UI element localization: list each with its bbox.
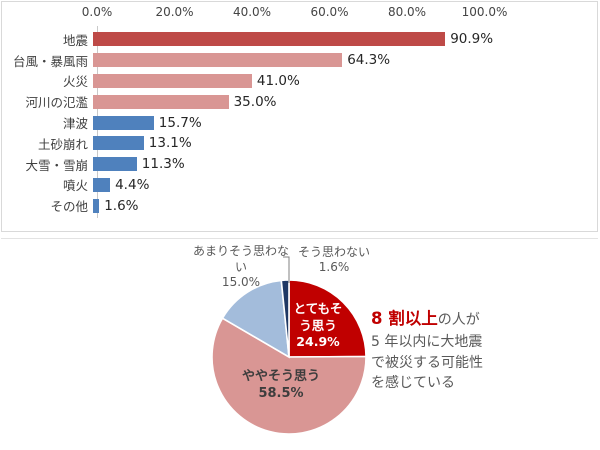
category-label: その他 <box>50 199 88 215</box>
bar-row: 台風・暴風雨 64.3% <box>2 50 597 71</box>
earthquake-annotation: 8 割以上の人が 5 年以内に大地震 で被災する可能性 を感じている <box>371 307 483 394</box>
annotation-highlight: 8 割以上 <box>371 309 438 328</box>
category-label: 津波 <box>62 116 88 132</box>
bar <box>93 157 137 172</box>
annotation-line-4: を感じている <box>371 375 455 391</box>
bar-value-label: 64.3% <box>347 52 391 69</box>
category-label: 台風・暴風雨 <box>12 53 88 69</box>
bar-value-label: 15.7% <box>158 114 202 131</box>
bar <box>93 198 100 213</box>
bar-value-label: 13.1% <box>148 135 192 152</box>
pie-label-3: あまりそう思わない 15.0% <box>193 244 289 291</box>
pie-label-line: 58.5% <box>258 386 304 401</box>
annotation-line-3: で被災する可能性 <box>371 354 483 371</box>
pie-label-line: 24.9% <box>296 334 340 349</box>
bar <box>93 115 154 130</box>
category-label: 大雪・雪崩 <box>25 157 88 173</box>
pie-label-4: そう思わない 1.6% <box>298 245 370 275</box>
pie-label-line: あまりそう思わな <box>192 244 290 258</box>
bar <box>93 94 229 109</box>
pie-label-line: 1.6% <box>318 260 350 274</box>
pie-label-line: ややそう思う <box>241 369 321 384</box>
bar-value-label: 11.3% <box>141 156 185 173</box>
bar-row: 河川の氾濫 35.0% <box>2 91 597 112</box>
bar-value-label: 35.0% <box>233 93 277 110</box>
annotation-line-1: 8 割以上の人が <box>371 307 483 332</box>
x-axis-tick: 0.0% <box>81 5 113 19</box>
leader-line <box>283 256 290 283</box>
x-axis-tick: 60.0% <box>310 5 349 19</box>
bar-value-label: 4.4% <box>115 176 150 193</box>
category-label: 土砂崩れ <box>37 136 88 152</box>
bar-row: 噴火 4.4% <box>2 175 597 196</box>
pie-label-2: ややそう思う 58.5% <box>242 368 320 402</box>
bar <box>93 136 144 151</box>
bar <box>93 53 343 68</box>
pie-label-line: う思う <box>299 317 337 333</box>
x-axis-tick: 80.0% <box>387 5 427 19</box>
bar-value-label: 1.6% <box>104 197 139 214</box>
bar-row: 大雪・雪崩 11.3% <box>2 154 597 175</box>
category-label: 地震 <box>62 32 88 48</box>
bar <box>93 32 446 47</box>
pie-label-1: とてもそ う思う 24.9% <box>294 301 343 351</box>
bar-row: 地震 90.9% <box>2 29 597 50</box>
bar <box>93 73 252 88</box>
pie-label-line: そう思わない <box>297 245 371 259</box>
bar-row: その他 1.6% <box>2 195 597 216</box>
category-label: 火災 <box>62 74 88 90</box>
pie-slice-2 <box>211 317 367 435</box>
bar <box>93 177 111 192</box>
x-axis-tick: 40.0% <box>232 5 272 19</box>
bar-row: 土砂崩れ 13.1% <box>2 133 597 154</box>
annotation-line-1-rest: の人が <box>437 312 480 328</box>
pie-label-line: とてもそ <box>293 301 343 316</box>
bar-value-label: 90.9% <box>450 31 494 48</box>
pie-slice-3 <box>221 279 290 359</box>
annotation-line-2: 5 年以内に大地震 <box>371 334 483 350</box>
bar-value-label: 41.0% <box>256 72 300 89</box>
bar-rows: 地震 90.9% 台風・暴風雨 64.3% 火災 41.0% 河川の氾濫 35.0% 津波 15.… <box>2 29 597 216</box>
pie-label-line: い <box>234 259 248 274</box>
x-axis-tick: 20.0% <box>155 5 194 19</box>
category-label: 河川の氾濫 <box>25 95 88 111</box>
pie-label-line: 15.0% <box>221 275 261 289</box>
pie-slice-1 <box>288 279 367 358</box>
bar-row: 津波 15.7% <box>2 112 597 133</box>
x-axis-tick: 100.0% <box>461 5 508 19</box>
bar-row: 火災 41.0% <box>2 71 597 92</box>
bar-chart: 0.0% 20.0% 40.0% 60.0% 80.0% 100.0% 地震 90.9% 台風… <box>1 1 598 232</box>
category-label: 噴火 <box>62 178 88 194</box>
